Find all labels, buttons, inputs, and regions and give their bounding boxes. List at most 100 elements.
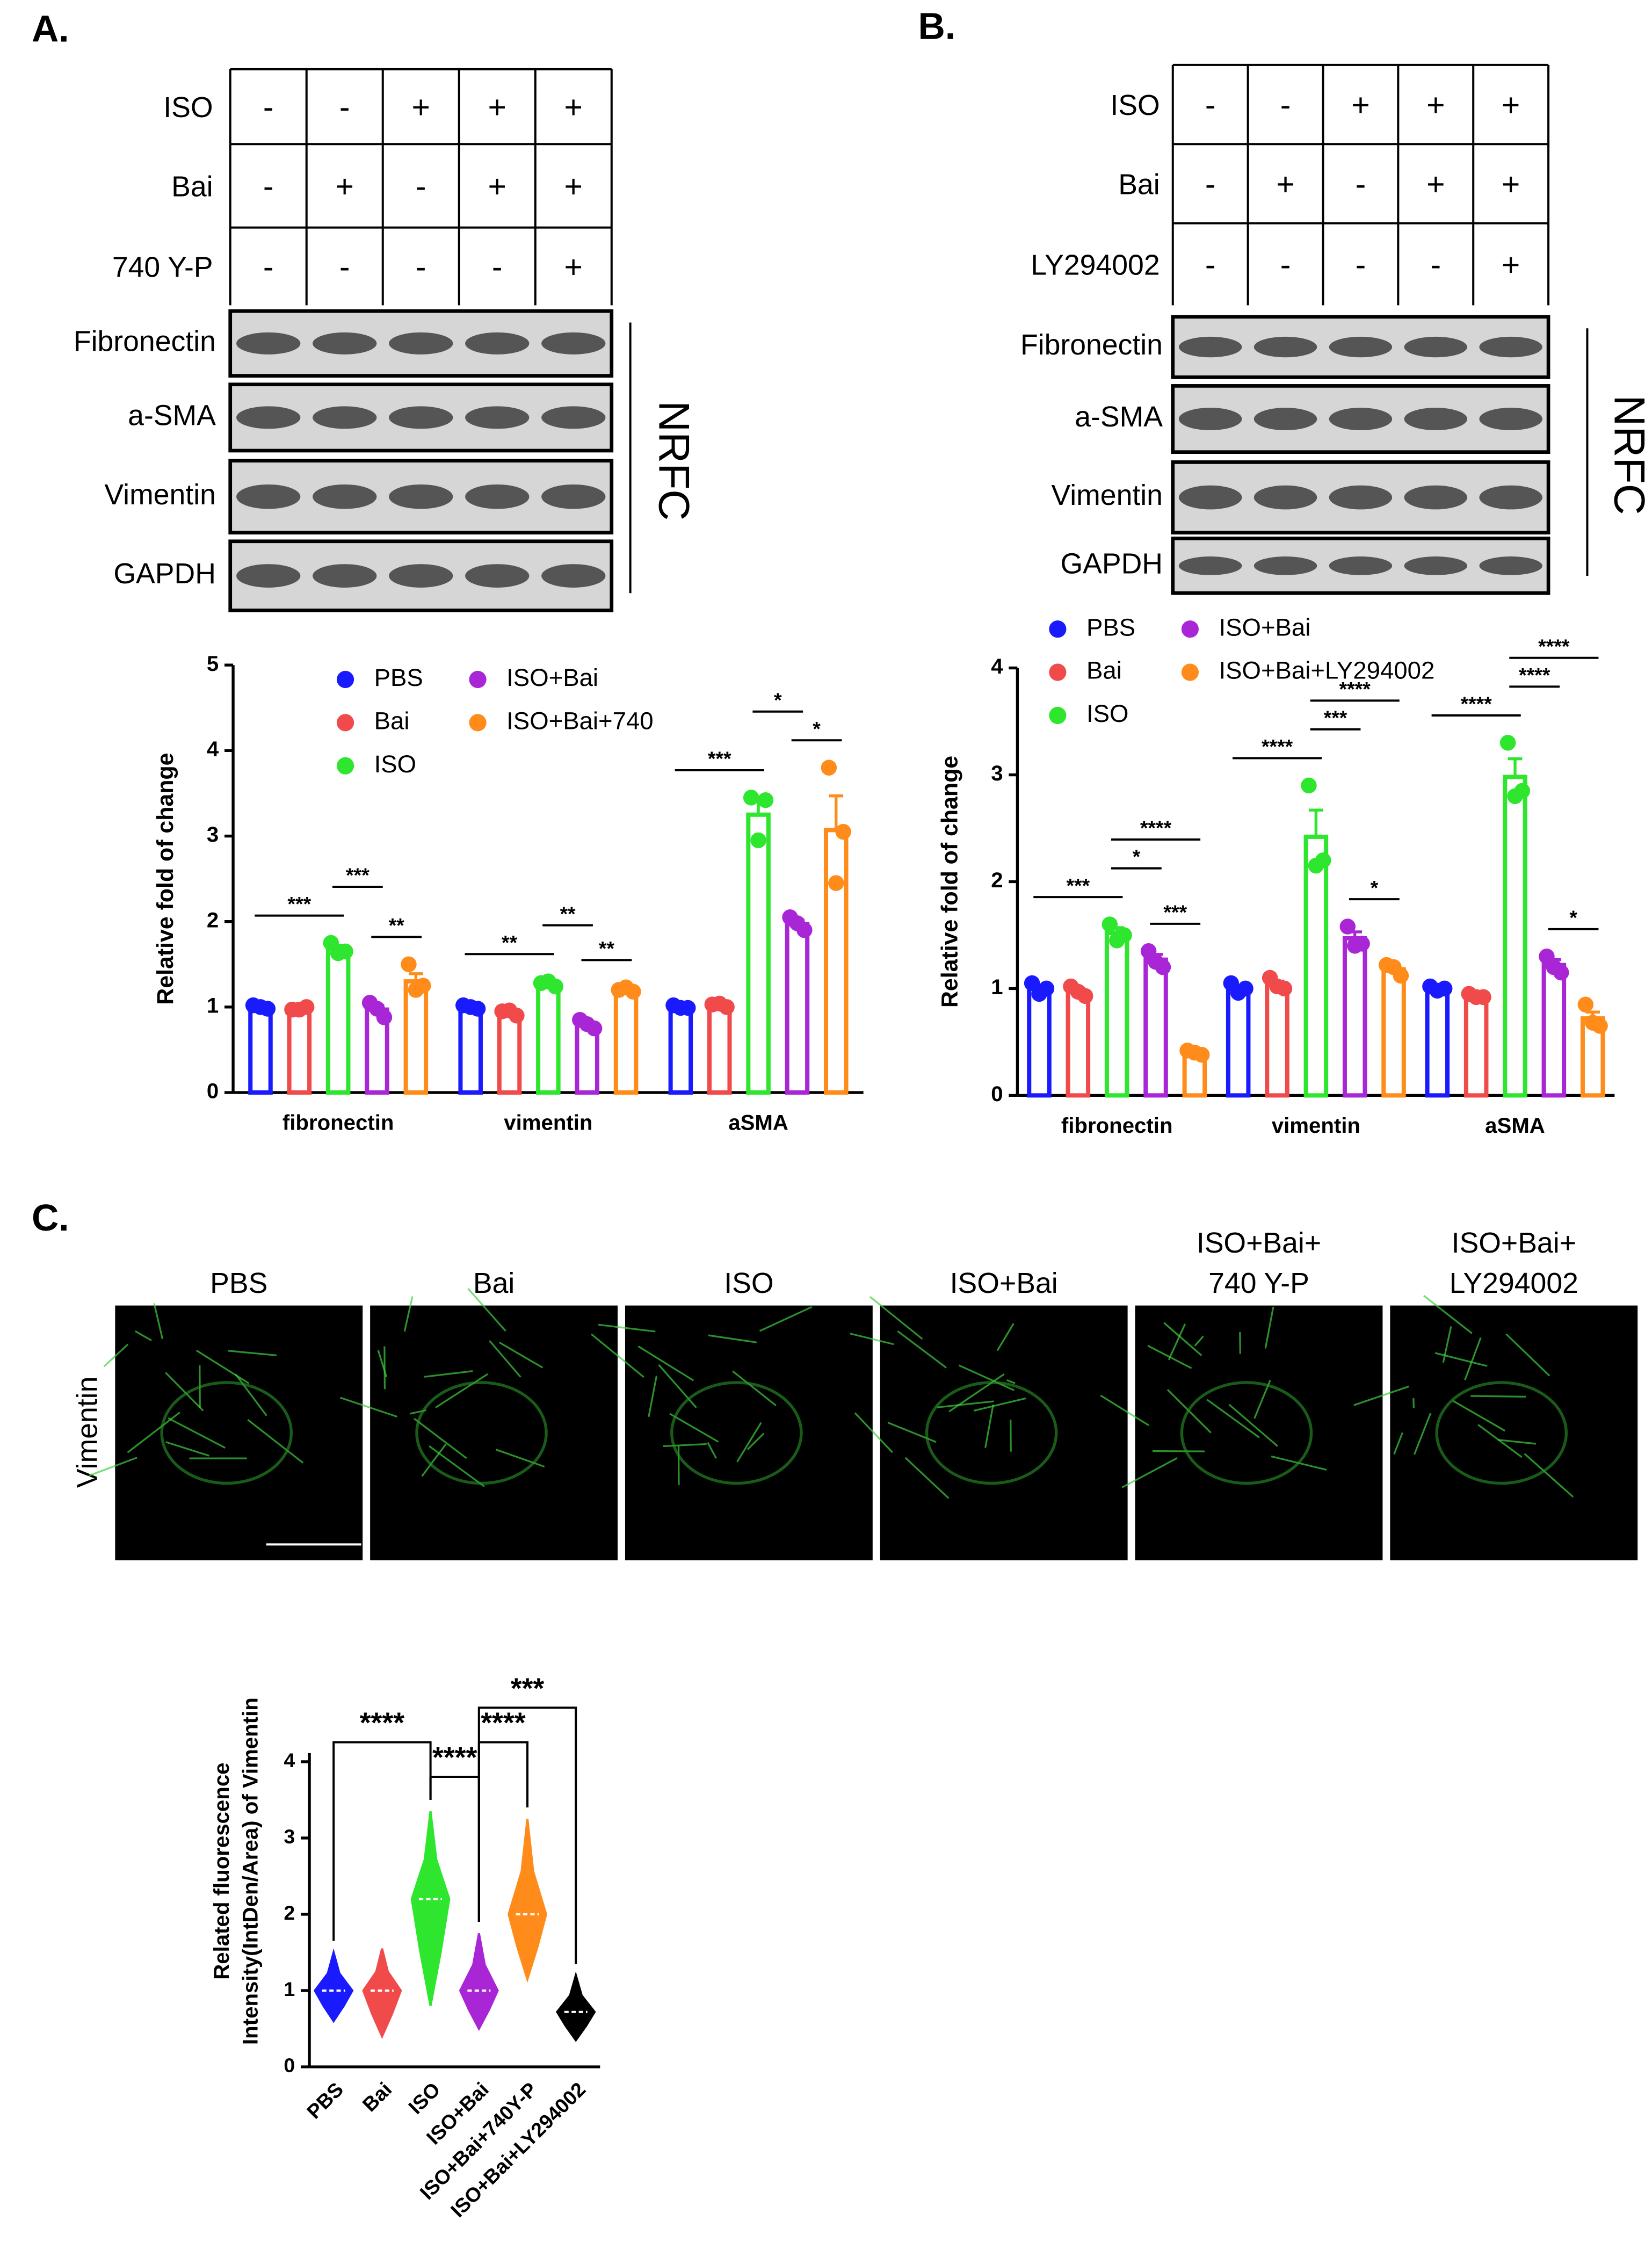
data-point (1108, 932, 1125, 949)
bar (1303, 834, 1329, 1098)
stain-label: Vimentin (71, 1377, 103, 1488)
y-tick-label: 2 (991, 868, 1003, 892)
fiber (1423, 1294, 1473, 1334)
legend-label: ISO (1086, 700, 1128, 727)
data-point (579, 1016, 595, 1032)
cell-body (670, 1381, 803, 1485)
legend-marker (1181, 663, 1199, 681)
cell-body (925, 1381, 1058, 1485)
fiber (1228, 1404, 1278, 1447)
blot-band (1254, 556, 1317, 575)
significance-label: *** (346, 864, 369, 886)
fiber (467, 1287, 506, 1332)
significance-label: *** (287, 893, 311, 915)
fiber (165, 1372, 204, 1412)
condition-sign: + (1502, 248, 1520, 283)
y-axis-label: Relative fold of change (937, 756, 962, 1008)
micrograph (115, 1305, 363, 1560)
y-tick-label: 4 (991, 654, 1003, 678)
condition-label: LY294002 (1031, 249, 1160, 281)
fiber (429, 1445, 485, 1487)
y-tick-label: 2 (207, 908, 219, 932)
blot-band (1178, 485, 1242, 510)
y-tick-label: 4 (284, 1749, 295, 1771)
blot-band (1329, 485, 1393, 510)
blot-band (313, 406, 377, 429)
y-tick-label: 5 (207, 652, 219, 676)
condition-sign: - (1205, 167, 1216, 202)
data-point (672, 1000, 689, 1016)
bar (1425, 986, 1450, 1098)
cell-body (1435, 1381, 1568, 1485)
fiber (732, 1370, 777, 1407)
blot-band (1404, 485, 1468, 510)
fiber (984, 1404, 994, 1448)
band-label: Fibronectin (74, 325, 216, 358)
data-point (1386, 959, 1402, 975)
y-tick-label: 0 (207, 1079, 219, 1103)
condition-sign: - (339, 250, 350, 285)
data-point (1070, 983, 1086, 1000)
micrograph (1390, 1305, 1638, 1560)
fiber (707, 1442, 717, 1459)
fiber (1353, 1385, 1409, 1406)
data-point (1468, 989, 1484, 1005)
blot-band (1178, 556, 1242, 575)
data-point (1546, 959, 1562, 975)
condition-sign: + (488, 169, 506, 204)
y-tick-label: 0 (284, 2054, 295, 2077)
data-point (1584, 1015, 1601, 1031)
fiber (403, 1296, 414, 1332)
fiber (168, 1417, 226, 1449)
data-point (291, 1001, 308, 1018)
condition-sign: + (1502, 167, 1520, 202)
condition-sign: - (1430, 248, 1441, 283)
band-label: a-SMA (1075, 401, 1163, 433)
band-label: Fibronectin (1020, 329, 1163, 361)
condition-sign: - (1356, 248, 1366, 283)
fiber (1168, 1323, 1186, 1361)
data-point (1186, 1045, 1203, 1061)
fiber (1393, 1432, 1403, 1455)
fiber (937, 1400, 994, 1408)
blot-band (313, 564, 377, 588)
bar (248, 1004, 273, 1095)
condition-label: ISO (1110, 89, 1160, 121)
bar (1265, 982, 1289, 1098)
data-point (1339, 918, 1356, 935)
y-tick-label: 3 (991, 761, 1003, 785)
condition-sign: + (564, 169, 583, 204)
fiber (869, 1296, 923, 1340)
blot-band (389, 406, 453, 429)
bar (1027, 986, 1052, 1098)
scale-bar-label: 50μm (295, 1521, 332, 1537)
blot-band (1329, 556, 1393, 575)
blot-band (1178, 336, 1242, 358)
cell-body (160, 1381, 293, 1485)
fiber (1121, 1457, 1178, 1488)
legend-marker (1049, 663, 1067, 681)
fiber (127, 1412, 180, 1453)
significance-label: **** (1140, 816, 1172, 839)
cell-line-label: NRFC (1605, 395, 1652, 515)
fiber (421, 1443, 447, 1477)
blot-band (389, 332, 453, 355)
data-point (1507, 788, 1523, 805)
bar (325, 946, 351, 1095)
significance-label: **** (360, 1707, 405, 1739)
blot-band (465, 332, 530, 355)
significance-label: ** (560, 902, 576, 925)
violin (508, 1819, 547, 1983)
band-label: Vimentin (104, 479, 215, 511)
blot-band (1479, 485, 1542, 510)
y-axis-label: Intensity(IntDen/Area) of Vimentin (238, 1697, 263, 2045)
data-point (1230, 985, 1247, 1001)
condition-sign: - (263, 90, 274, 125)
significance-label: * (813, 717, 821, 740)
fiber (498, 1341, 544, 1369)
significance-label: **** (1538, 635, 1570, 657)
y-tick-label: 3 (284, 1825, 295, 1848)
legend-marker (469, 670, 487, 689)
fiber (1442, 1326, 1452, 1363)
